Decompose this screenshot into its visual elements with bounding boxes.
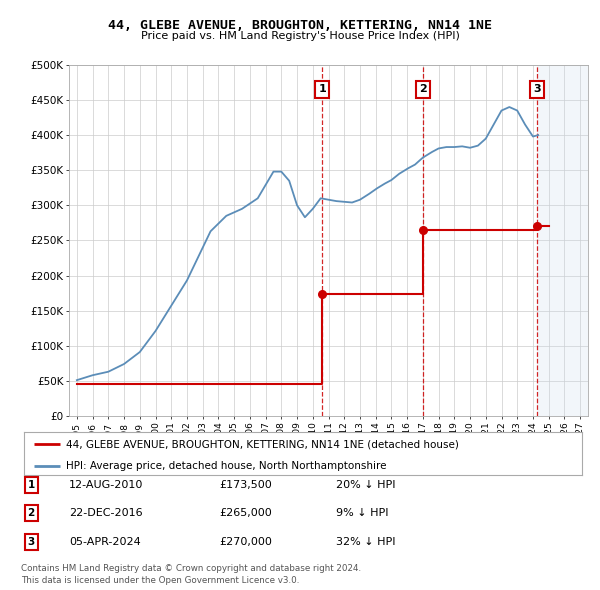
Text: £270,000: £270,000 bbox=[219, 537, 272, 546]
Text: 44, GLEBE AVENUE, BROUGHTON, KETTERING, NN14 1NE: 44, GLEBE AVENUE, BROUGHTON, KETTERING, … bbox=[108, 19, 492, 32]
Text: 2: 2 bbox=[28, 509, 35, 518]
Text: 22-DEC-2016: 22-DEC-2016 bbox=[69, 509, 143, 518]
Text: 32% ↓ HPI: 32% ↓ HPI bbox=[336, 537, 395, 546]
Text: 44, GLEBE AVENUE, BROUGHTON, KETTERING, NN14 1NE (detached house): 44, GLEBE AVENUE, BROUGHTON, KETTERING, … bbox=[66, 440, 459, 450]
Text: 2: 2 bbox=[419, 84, 427, 94]
Text: 12-AUG-2010: 12-AUG-2010 bbox=[69, 480, 143, 490]
Text: 05-APR-2024: 05-APR-2024 bbox=[69, 537, 141, 546]
Text: Price paid vs. HM Land Registry's House Price Index (HPI): Price paid vs. HM Land Registry's House … bbox=[140, 31, 460, 41]
Text: 1: 1 bbox=[28, 480, 35, 490]
Text: 3: 3 bbox=[28, 537, 35, 546]
Text: 9% ↓ HPI: 9% ↓ HPI bbox=[336, 509, 389, 518]
Text: Contains HM Land Registry data © Crown copyright and database right 2024.: Contains HM Land Registry data © Crown c… bbox=[21, 565, 361, 573]
Text: 20% ↓ HPI: 20% ↓ HPI bbox=[336, 480, 395, 490]
Bar bbox=[537, 65, 588, 416]
Text: £265,000: £265,000 bbox=[219, 509, 272, 518]
Text: 1: 1 bbox=[319, 84, 326, 94]
Text: £173,500: £173,500 bbox=[219, 480, 272, 490]
Text: 3: 3 bbox=[533, 84, 541, 94]
Text: HPI: Average price, detached house, North Northamptonshire: HPI: Average price, detached house, Nort… bbox=[66, 461, 386, 471]
Text: This data is licensed under the Open Government Licence v3.0.: This data is licensed under the Open Gov… bbox=[21, 576, 299, 585]
